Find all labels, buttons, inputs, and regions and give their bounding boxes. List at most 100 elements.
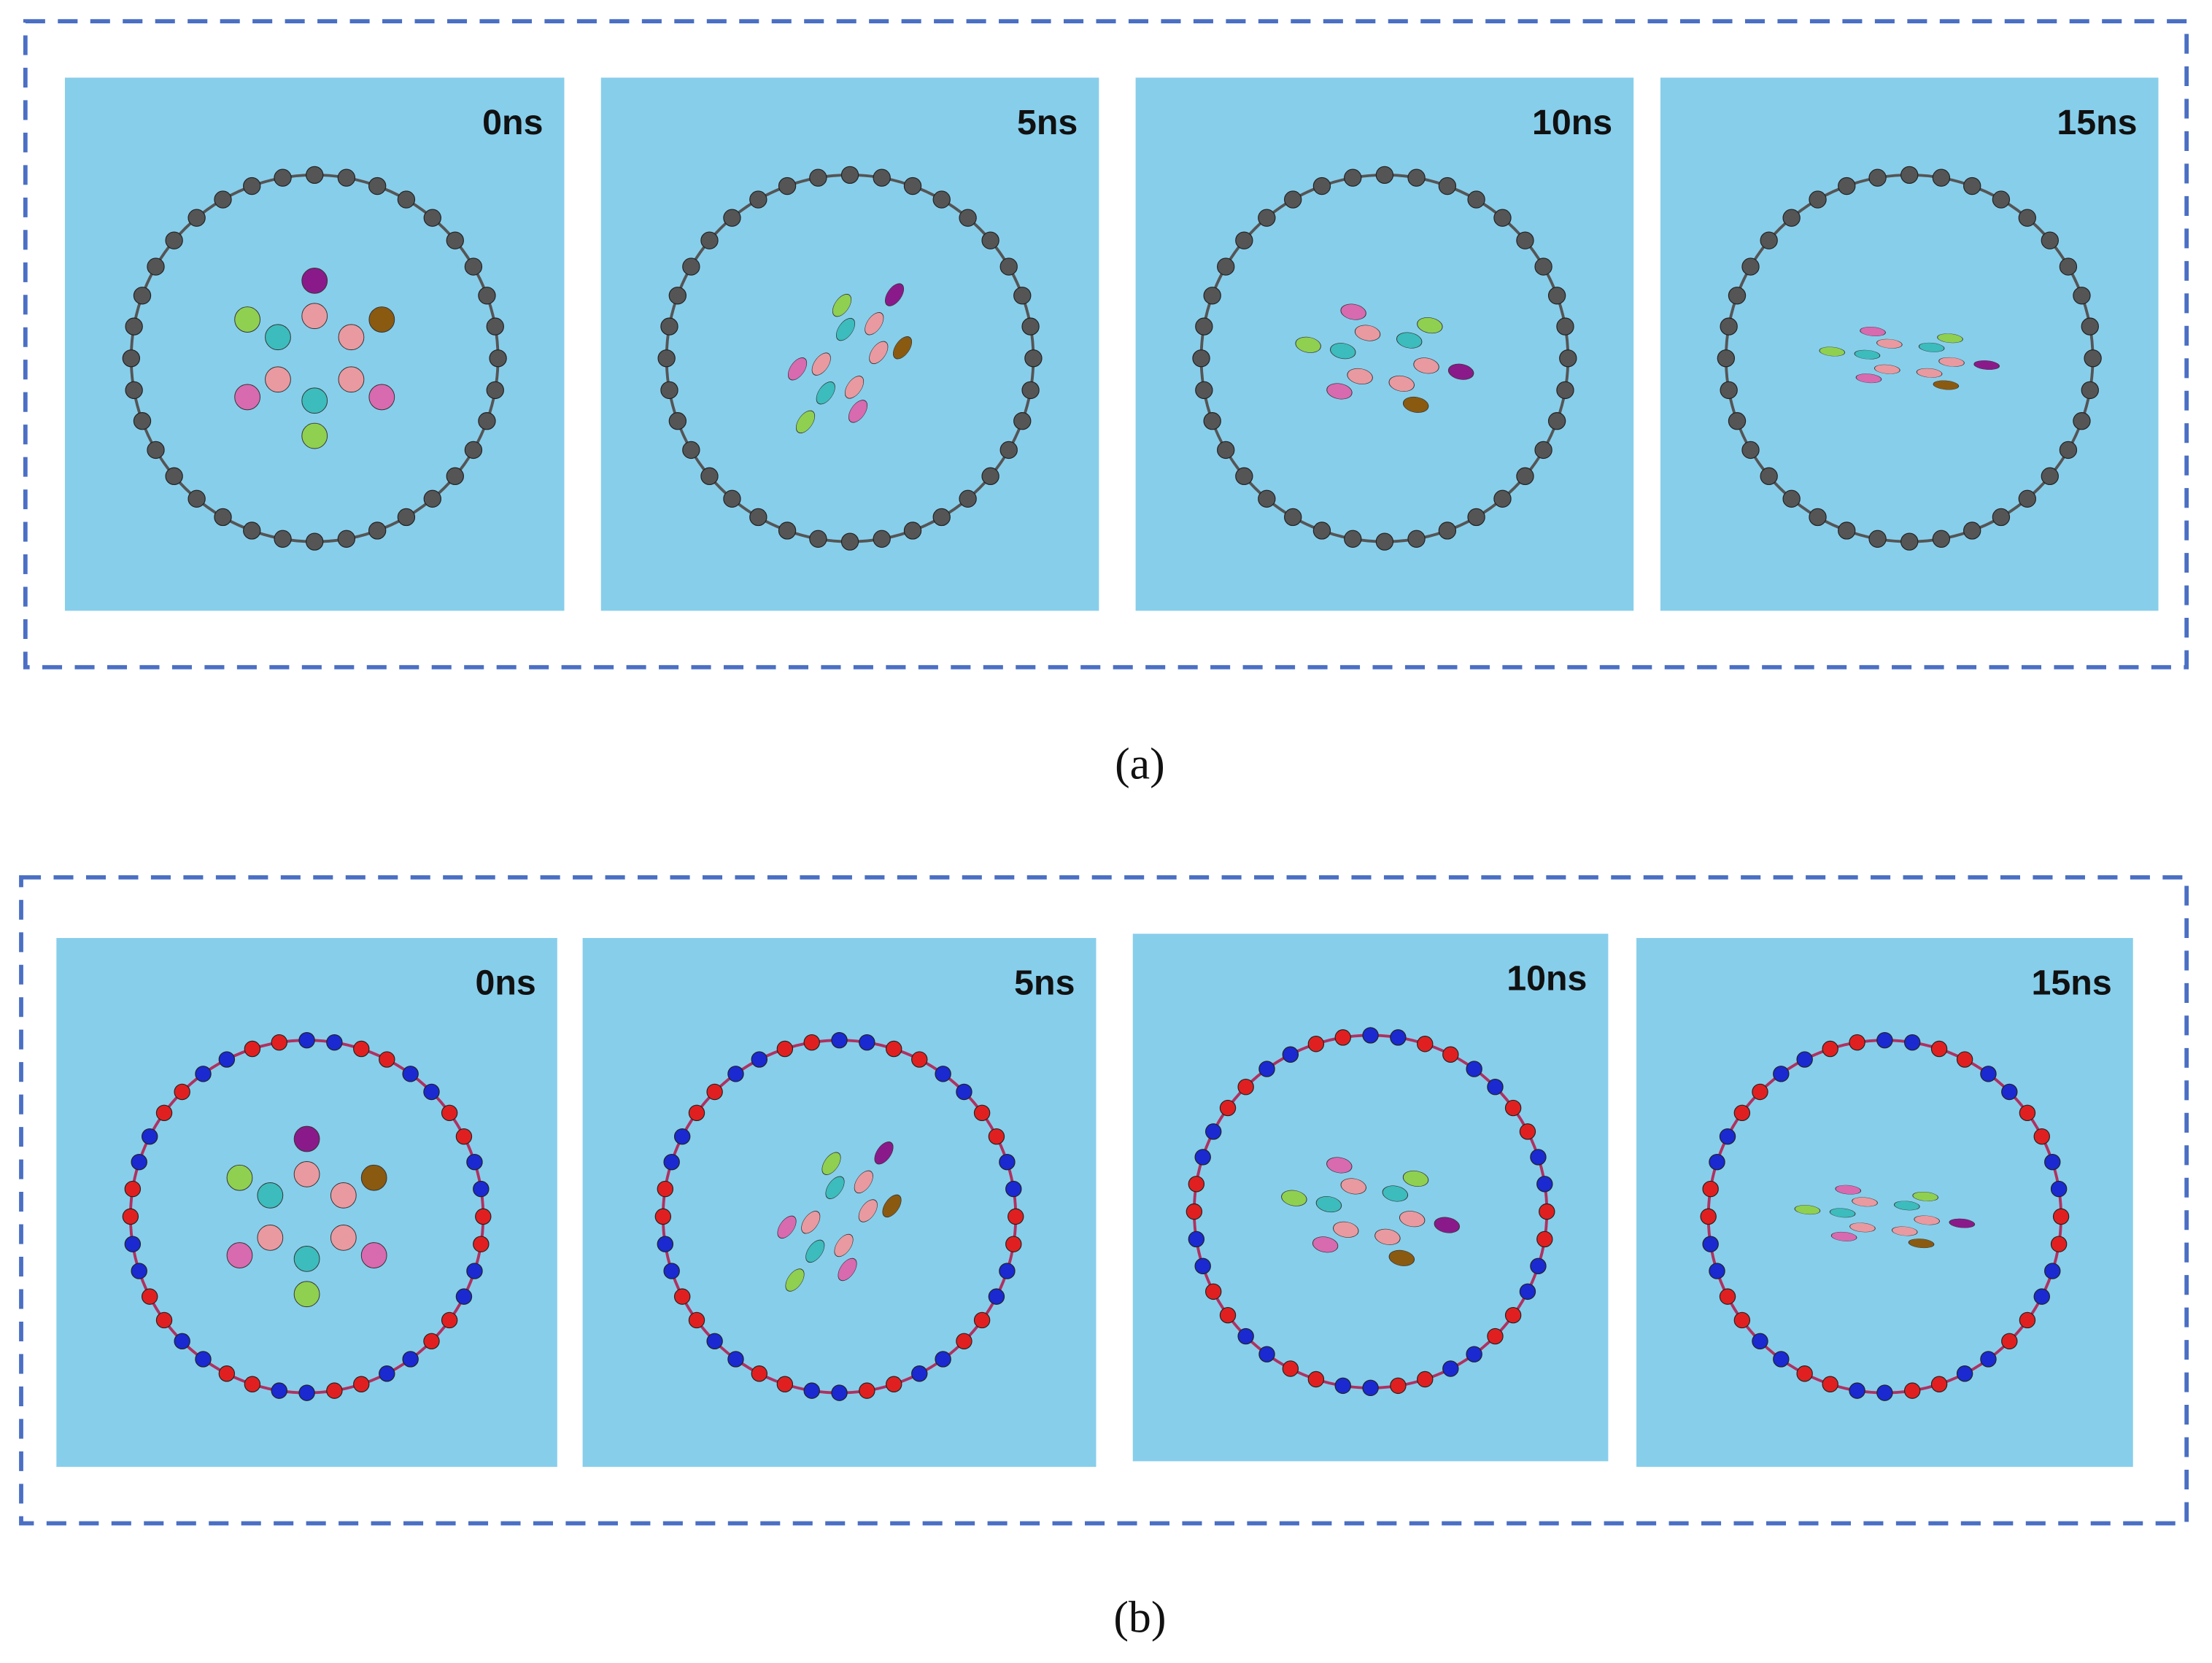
bead xyxy=(2033,1288,2050,1305)
bead xyxy=(243,177,261,195)
atom xyxy=(265,366,291,393)
bead xyxy=(2052,1208,2070,1225)
bead xyxy=(1442,1360,1459,1377)
atom xyxy=(257,1225,284,1251)
bead xyxy=(706,1083,723,1101)
molecule xyxy=(1295,303,1474,413)
snapshot-background xyxy=(1636,937,2133,1468)
time-label: 0ns xyxy=(482,103,543,142)
bead xyxy=(700,467,719,486)
bead xyxy=(147,441,165,460)
atom xyxy=(1937,333,1963,344)
bead xyxy=(886,1376,902,1392)
molecule xyxy=(226,1125,387,1308)
molecule xyxy=(1819,327,2000,390)
atom xyxy=(1399,1211,1426,1228)
snapshot: 0ns xyxy=(64,77,565,611)
bead xyxy=(1536,1230,1553,1248)
bead xyxy=(778,522,797,540)
bead xyxy=(688,1104,705,1122)
atom xyxy=(1326,383,1353,400)
bead xyxy=(1838,522,1856,540)
atom xyxy=(1819,346,1846,357)
bead xyxy=(1559,349,1577,368)
bead xyxy=(122,1208,139,1225)
atom xyxy=(1835,1185,1862,1195)
bead xyxy=(466,1153,483,1171)
bead xyxy=(214,508,232,527)
bead xyxy=(397,508,416,527)
atom xyxy=(368,306,395,333)
bead xyxy=(478,412,496,430)
atom xyxy=(234,384,260,411)
bead xyxy=(1932,168,1951,187)
bead xyxy=(2073,412,2091,430)
snapshot: 10ns xyxy=(1135,77,1634,611)
bead xyxy=(682,257,700,276)
bead xyxy=(663,1263,680,1279)
bead xyxy=(660,317,678,336)
bead xyxy=(981,467,999,486)
bead xyxy=(809,168,827,187)
atom xyxy=(226,1164,253,1191)
atom xyxy=(816,381,835,405)
atom xyxy=(1434,1217,1461,1233)
atom xyxy=(1830,1231,1857,1241)
atom xyxy=(1333,1221,1359,1238)
bead xyxy=(337,168,356,187)
bead xyxy=(1204,1123,1222,1140)
bead xyxy=(1362,1379,1379,1397)
atom xyxy=(293,1281,320,1308)
bead xyxy=(1752,1333,1768,1350)
atom xyxy=(1413,357,1439,374)
atom xyxy=(1794,1205,1821,1215)
bead xyxy=(1728,287,1747,305)
bead xyxy=(831,1031,848,1049)
atom xyxy=(234,306,260,333)
bead xyxy=(668,287,687,305)
bead xyxy=(125,317,143,336)
bead xyxy=(657,349,676,368)
bead xyxy=(1344,168,1362,187)
bead xyxy=(174,1083,190,1101)
bead xyxy=(803,1034,820,1051)
bead xyxy=(1516,231,1534,249)
bead xyxy=(1903,1382,1921,1399)
bead xyxy=(988,1128,1005,1145)
bead xyxy=(1013,412,1032,430)
atom xyxy=(844,376,865,399)
bead xyxy=(2081,381,2099,400)
bead xyxy=(122,349,141,368)
bead xyxy=(673,1128,691,1145)
bead xyxy=(353,1376,370,1392)
bead xyxy=(1362,1027,1379,1044)
bead xyxy=(1203,412,1221,430)
panel-a-frame xyxy=(23,19,2189,670)
atom xyxy=(1918,342,1945,352)
bead xyxy=(1504,1306,1522,1324)
bead xyxy=(1203,287,1221,305)
caption: (b) xyxy=(1113,1592,1166,1642)
bead xyxy=(379,1051,395,1068)
bead xyxy=(243,522,261,540)
snapshot: 0ns xyxy=(56,937,557,1468)
bead xyxy=(464,257,483,276)
bead xyxy=(1849,1382,1865,1399)
bead xyxy=(1417,1371,1434,1388)
bead xyxy=(141,1128,158,1145)
atom xyxy=(854,1170,873,1194)
atom xyxy=(301,303,328,330)
atom xyxy=(865,312,884,336)
bead xyxy=(1530,1257,1547,1275)
bead xyxy=(1980,1066,1997,1082)
bead xyxy=(1963,177,1981,195)
bead xyxy=(657,1236,674,1252)
atom xyxy=(1933,380,1960,390)
bead xyxy=(1021,317,1040,336)
bead xyxy=(911,1051,928,1068)
bead xyxy=(1237,1078,1254,1096)
atom xyxy=(338,324,365,351)
atom xyxy=(330,1225,357,1251)
bead xyxy=(2019,1104,2036,1122)
